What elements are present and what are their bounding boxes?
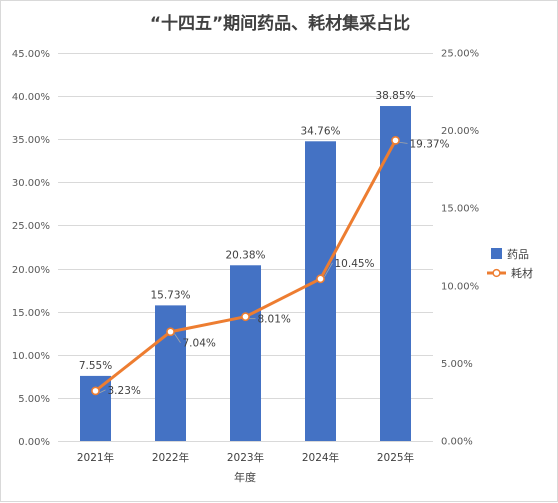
right-tick-label: 15.00% <box>441 204 479 215</box>
line-marker <box>91 386 100 396</box>
bar-data-label: 20.38% <box>225 249 265 261</box>
left-tick-label: 15.00% <box>12 308 50 319</box>
leader-line <box>399 141 408 144</box>
left-tick-label: 0.00% <box>18 437 50 448</box>
line-data-label: 3.23% <box>108 385 141 397</box>
bar <box>380 106 411 441</box>
legend-marker-consumables <box>492 268 501 278</box>
bar-data-label: 38.85% <box>375 90 415 102</box>
x-axis-categories: 2021年 2022年 2023年 2024年 2025年 <box>77 451 414 464</box>
right-tick-label: 25.00% <box>441 49 479 60</box>
bar <box>230 265 261 441</box>
leader-line <box>99 389 106 394</box>
left-y-axis: 0.00% 5.00% 10.00% 15.00% 20.00% 25.00% 30.00%… <box>12 49 50 448</box>
category-label: 2021年 <box>77 451 114 464</box>
right-tick-label: 10.00% <box>441 281 479 292</box>
legend-label-drugs: 药品 <box>507 248 529 261</box>
left-tick-label: 25.00% <box>12 221 50 232</box>
line-data-label: 19.37% <box>410 138 450 150</box>
right-tick-label: 5.00% <box>441 359 473 370</box>
left-tick-label: 20.00% <box>12 265 50 276</box>
left-tick-label: 30.00% <box>12 178 50 189</box>
chart-title: “十四五”期间药品、耗材集采占比 <box>150 13 410 34</box>
left-tick-label: 5.00% <box>18 394 50 405</box>
leader-line <box>324 262 333 278</box>
right-tick-label: 0.00% <box>441 437 473 448</box>
left-tick-label: 40.00% <box>12 92 50 103</box>
left-tick-label: 45.00% <box>12 49 50 60</box>
x-axis-title: 年度 <box>234 470 256 484</box>
line-marker <box>166 327 175 337</box>
leader-line <box>174 333 181 343</box>
bar-data-label: 7.55% <box>79 360 112 372</box>
category-label: 2025年 <box>377 451 414 464</box>
line-data-label: 10.45% <box>335 258 375 270</box>
line-data-label: 8.01% <box>258 314 291 326</box>
bar <box>305 141 336 441</box>
right-y-axis: 0.00% 5.00% 10.00% 15.00% 20.00% 25.00% <box>441 49 479 448</box>
bar <box>155 305 186 441</box>
bar-data-label: 34.76% <box>300 125 340 137</box>
line-marker <box>391 135 400 145</box>
legend-label-consumables: 耗材 <box>511 266 533 280</box>
category-label: 2022年 <box>152 451 189 464</box>
line-series-consumables: 3.23% 7.04% 8.01% 10.45% 19.37% <box>91 135 450 397</box>
right-tick-label: 20.00% <box>441 126 479 137</box>
bar-data-label: 15.73% <box>150 289 190 301</box>
legend-swatch-drugs <box>491 248 502 259</box>
category-label: 2023年 <box>227 451 264 464</box>
left-tick-label: 10.00% <box>12 351 50 362</box>
bar <box>80 375 111 441</box>
line-data-label: 7.04% <box>183 338 216 350</box>
category-label: 2024年 <box>302 451 339 464</box>
line-marker <box>241 312 250 322</box>
line-marker <box>316 274 325 284</box>
left-tick-label: 35.00% <box>12 135 50 146</box>
